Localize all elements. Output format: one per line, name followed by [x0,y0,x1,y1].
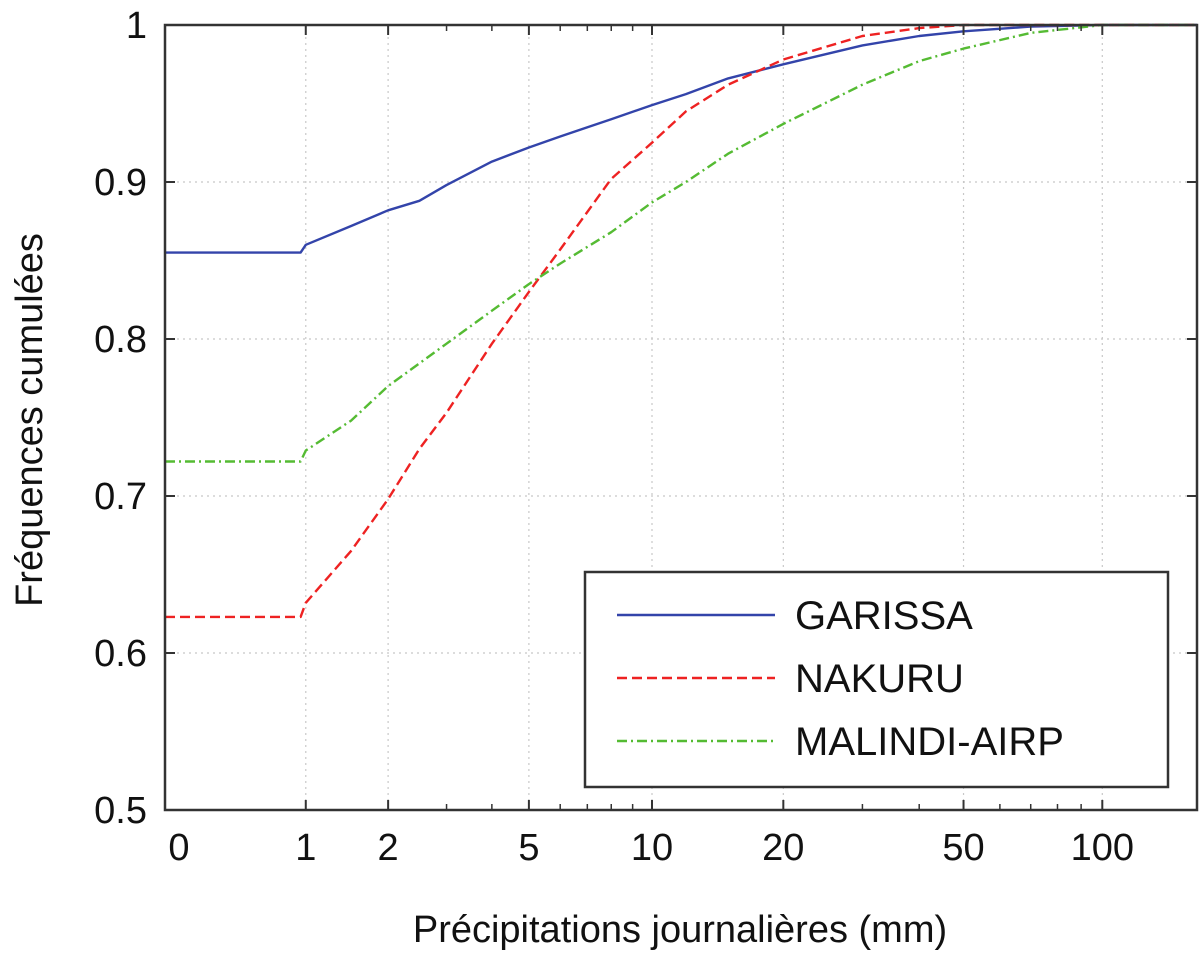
legend-label: MALINDI-AIRP [795,720,1064,764]
x-tick-label: 100 [1071,827,1134,869]
series-line-nakuru [165,23,1197,619]
legend-box [583,570,1170,789]
plot-frame [163,23,1199,812]
x-axis-title: Précipitations journalières (mm) [413,909,947,951]
y-tick-label: 0.8 [94,319,147,361]
axis-ticks: 0 1 2 5 10 20 50 100 0.5 0.6 0.7 0.8 0.9 1 [94,5,1197,869]
x-tick-label: 0 [168,827,189,869]
y-tick-label: 1 [126,5,147,47]
series-lines [165,23,1197,619]
y-tick-label: 0.9 [94,162,147,204]
y-axis-title: Fréquences cumulées [9,233,51,607]
legend-label: GARISSA [795,594,973,638]
y-tick-label: 0.7 [94,476,147,518]
x-tick-label: 50 [942,827,984,869]
x-tick-label: 5 [518,827,539,869]
x-tick-label: 20 [762,827,804,869]
series-line-garissa [165,23,1197,254]
legend-label: NAKURU [795,657,964,701]
legend: GARISSA NAKURU MALINDI-AIRP [583,570,1170,789]
series-line-malindi-airp [165,23,1197,463]
y-tick-label: 0.5 [94,790,147,832]
x-tick-label: 2 [378,827,399,869]
x-tick-label: 10 [631,827,673,869]
x-tick-label: 1 [295,827,316,869]
y-tick-label: 0.6 [94,633,147,675]
